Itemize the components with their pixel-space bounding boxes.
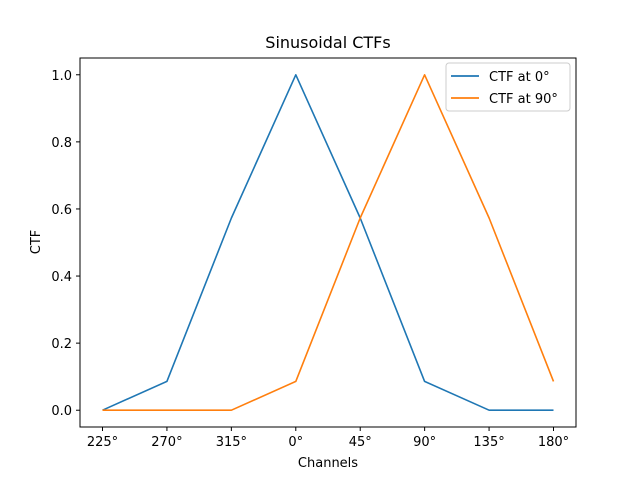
- x-tick-label: 315°: [216, 435, 247, 450]
- x-tick-label: 225°: [87, 435, 118, 450]
- y-tick-label: 0.2: [51, 337, 72, 352]
- chart-title: Sinusoidal CTFs: [265, 33, 390, 52]
- series-line-1: [102, 74, 555, 412]
- y-axis: 0.0 0.2 0.4 0.6 0.8 1.0: [51, 69, 80, 419]
- legend-label: CTF at 0°: [489, 70, 550, 85]
- y-tick-label: 0.6: [51, 203, 72, 218]
- x-axis: 225° 270° 315° 0° 45° 90° 135° 180°: [87, 427, 569, 450]
- x-tick-label: 45°: [349, 435, 372, 450]
- x-axis-label: Channels: [298, 456, 358, 471]
- y-tick-label: 0.4: [51, 270, 72, 285]
- series-lines: [102, 74, 555, 412]
- y-tick-label: 1.0: [51, 69, 72, 84]
- legend-label: CTF at 90°: [489, 92, 558, 107]
- y-tick-label: 0.8: [51, 136, 72, 151]
- series-line-0: [102, 74, 554, 412]
- x-tick-label: 90°: [413, 435, 436, 450]
- x-tick-label: 0°: [288, 435, 303, 450]
- x-tick-label: 135°: [473, 435, 504, 450]
- legend-box: [445, 62, 571, 112]
- y-tick-label: 0.0: [51, 404, 72, 419]
- x-tick-label: 270°: [151, 435, 182, 450]
- y-axis-label: CTF: [29, 230, 44, 255]
- legend: CTF at 0° CTF at 90°: [445, 62, 571, 112]
- x-tick-label: 180°: [538, 435, 569, 450]
- plot-area: [79, 57, 577, 428]
